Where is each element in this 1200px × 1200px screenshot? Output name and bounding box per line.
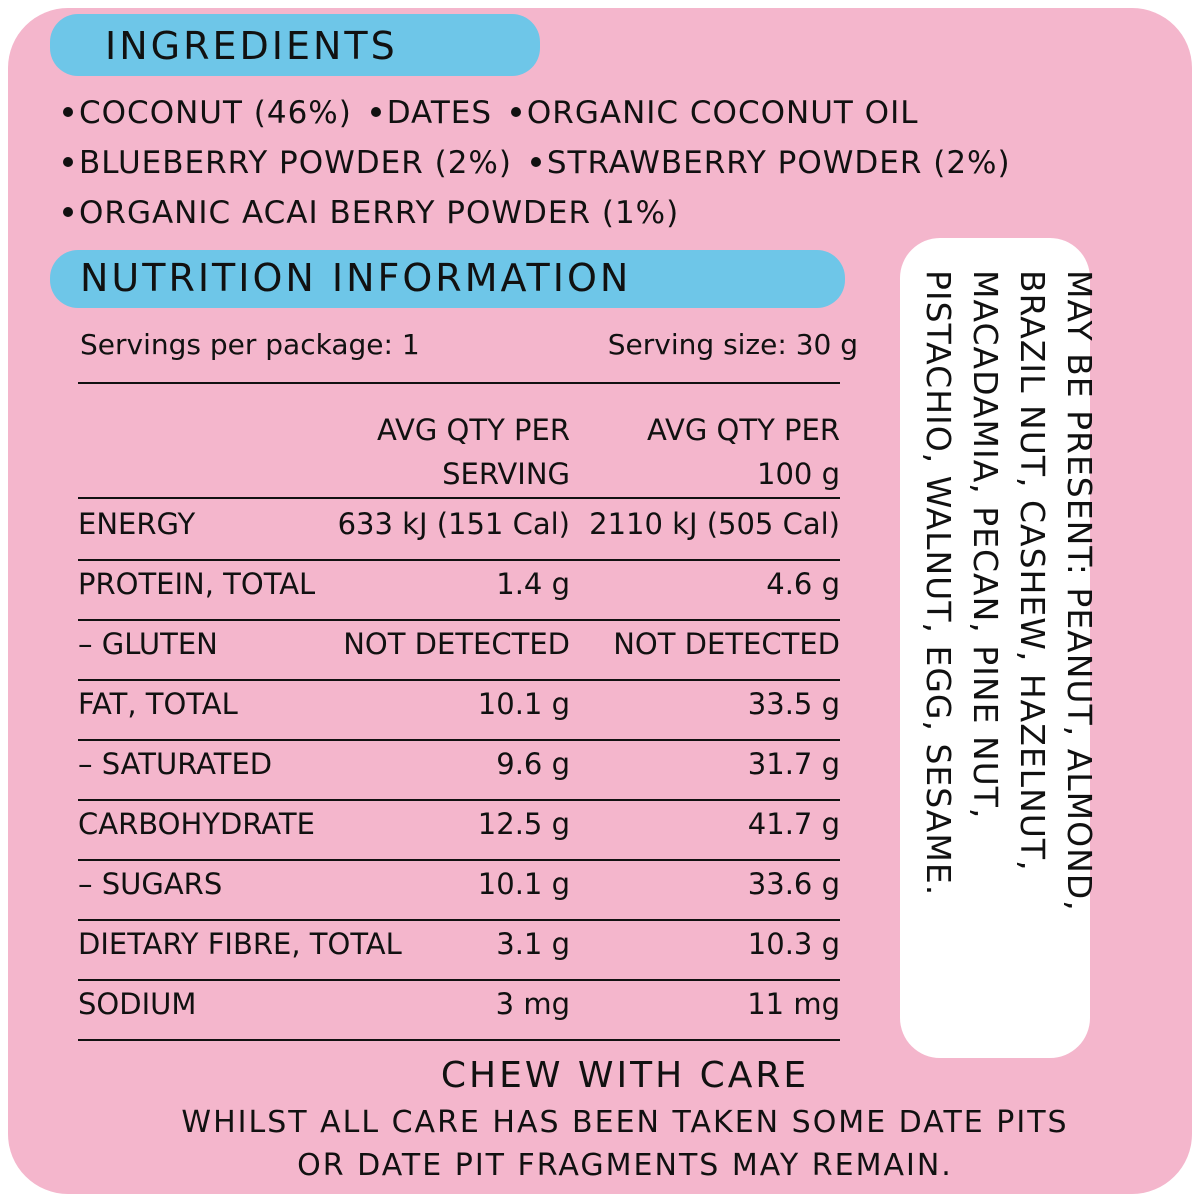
row-serving: 633 kJ (151 Cal) <box>337 507 570 541</box>
row-per100: 2110 kJ (505 Cal) <box>589 507 840 541</box>
serving-size: Serving size: 30 g <box>607 328 858 361</box>
ingredients-title: INGREDIENTS <box>105 24 398 68</box>
row-per100: 11 mg <box>747 987 840 1021</box>
row-serving: 10.1 g <box>477 687 570 721</box>
ingredient: DATES <box>386 95 493 131</box>
ingredients-line: ORGANIC ACAI BERRY POWDER (1%) <box>55 195 679 231</box>
rule <box>78 979 840 981</box>
allergen-line: BRAZIL NUT, CASHEW, HAZELNUT, <box>1013 270 1052 872</box>
row-per100: 4.6 g <box>766 567 840 601</box>
ingredients-line: BLUEBERRY POWDER (2%) STRAWBERRY POWDER … <box>55 145 1011 181</box>
nutrition-title: NUTRITION INFORMATION <box>80 256 632 300</box>
row-name: – GLUTEN <box>78 627 218 661</box>
rule <box>78 1039 840 1041</box>
row-serving: 9.6 g <box>496 747 570 781</box>
rule <box>78 919 840 921</box>
allergen-line: MAY BE PRESENT: PEANUT, ALMOND, <box>1060 270 1099 912</box>
row-name: DIETARY FIBRE, TOTAL <box>78 927 402 961</box>
row-name: – SUGARS <box>78 867 223 901</box>
rule <box>78 799 840 801</box>
row-name: – SATURATED <box>78 747 273 781</box>
ingredient: BLUEBERRY POWDER (2%) <box>79 145 512 181</box>
allergen-text: MAY BE PRESENT: PEANUT, ALMOND, BRAZIL NU… <box>915 270 1103 1050</box>
allergen-box <box>900 238 1090 1058</box>
row-serving: 12.5 g <box>477 807 570 841</box>
rule <box>78 382 840 384</box>
row-name: PROTEIN, TOTAL <box>78 567 316 601</box>
footer-title: CHEW WITH CARE <box>440 1055 810 1096</box>
row-name: FAT, TOTAL <box>78 687 238 721</box>
ingredients-line: COCONUT (46%) DATES ORGANIC COCONUT OIL <box>55 95 918 131</box>
highlight <box>50 14 540 76</box>
allergen-line: MACADAMIA, PECAN, PINE NUT, <box>966 270 1005 820</box>
rule <box>78 679 840 681</box>
rule <box>78 497 840 499</box>
row-serving: 10.1 g <box>477 867 570 901</box>
row-per100: 31.7 g <box>747 747 840 781</box>
row-per100: 33.5 g <box>747 687 840 721</box>
highlight <box>50 250 845 308</box>
allergen-line: PISTACHIO, WALNUT, EGG, SESAME. <box>919 270 958 897</box>
row-per100: 41.7 g <box>747 807 840 841</box>
col-header: AVG QTY PER 100 g <box>647 413 840 491</box>
row-name: ENERGY <box>78 507 196 541</box>
row-serving: 3.1 g <box>496 927 570 961</box>
footer-line: OR DATE PIT FRAGMENTS MAY REMAIN. <box>297 1148 953 1183</box>
rule <box>78 739 840 741</box>
row-name: SODIUM <box>78 987 197 1021</box>
row-per100: NOT DETECTED <box>613 627 840 661</box>
rule <box>78 559 840 561</box>
ingredient: ORGANIC COCONUT OIL <box>526 95 919 131</box>
row-serving: 3 mg <box>495 987 570 1021</box>
ingredient: COCONUT (46%) <box>79 95 352 131</box>
row-serving: NOT DETECTED <box>343 627 570 661</box>
rule <box>78 859 840 861</box>
row-name: CARBOHYDRATE <box>78 807 315 841</box>
row-per100: 33.6 g <box>747 867 840 901</box>
ingredient: ORGANIC ACAI BERRY POWDER (1%) <box>79 195 680 231</box>
servings: Servings per package: 1 <box>80 328 420 361</box>
col-header: AVG QTY PER SERVING <box>377 413 570 491</box>
footer-line: WHILST ALL CARE HAS BEEN TAKEN SOME DATE… <box>181 1105 1069 1140</box>
rule <box>78 619 840 621</box>
ingredient: STRAWBERRY POWDER (2%) <box>546 145 1011 181</box>
row-serving: 1.4 g <box>496 567 570 601</box>
row-per100: 10.3 g <box>747 927 840 961</box>
